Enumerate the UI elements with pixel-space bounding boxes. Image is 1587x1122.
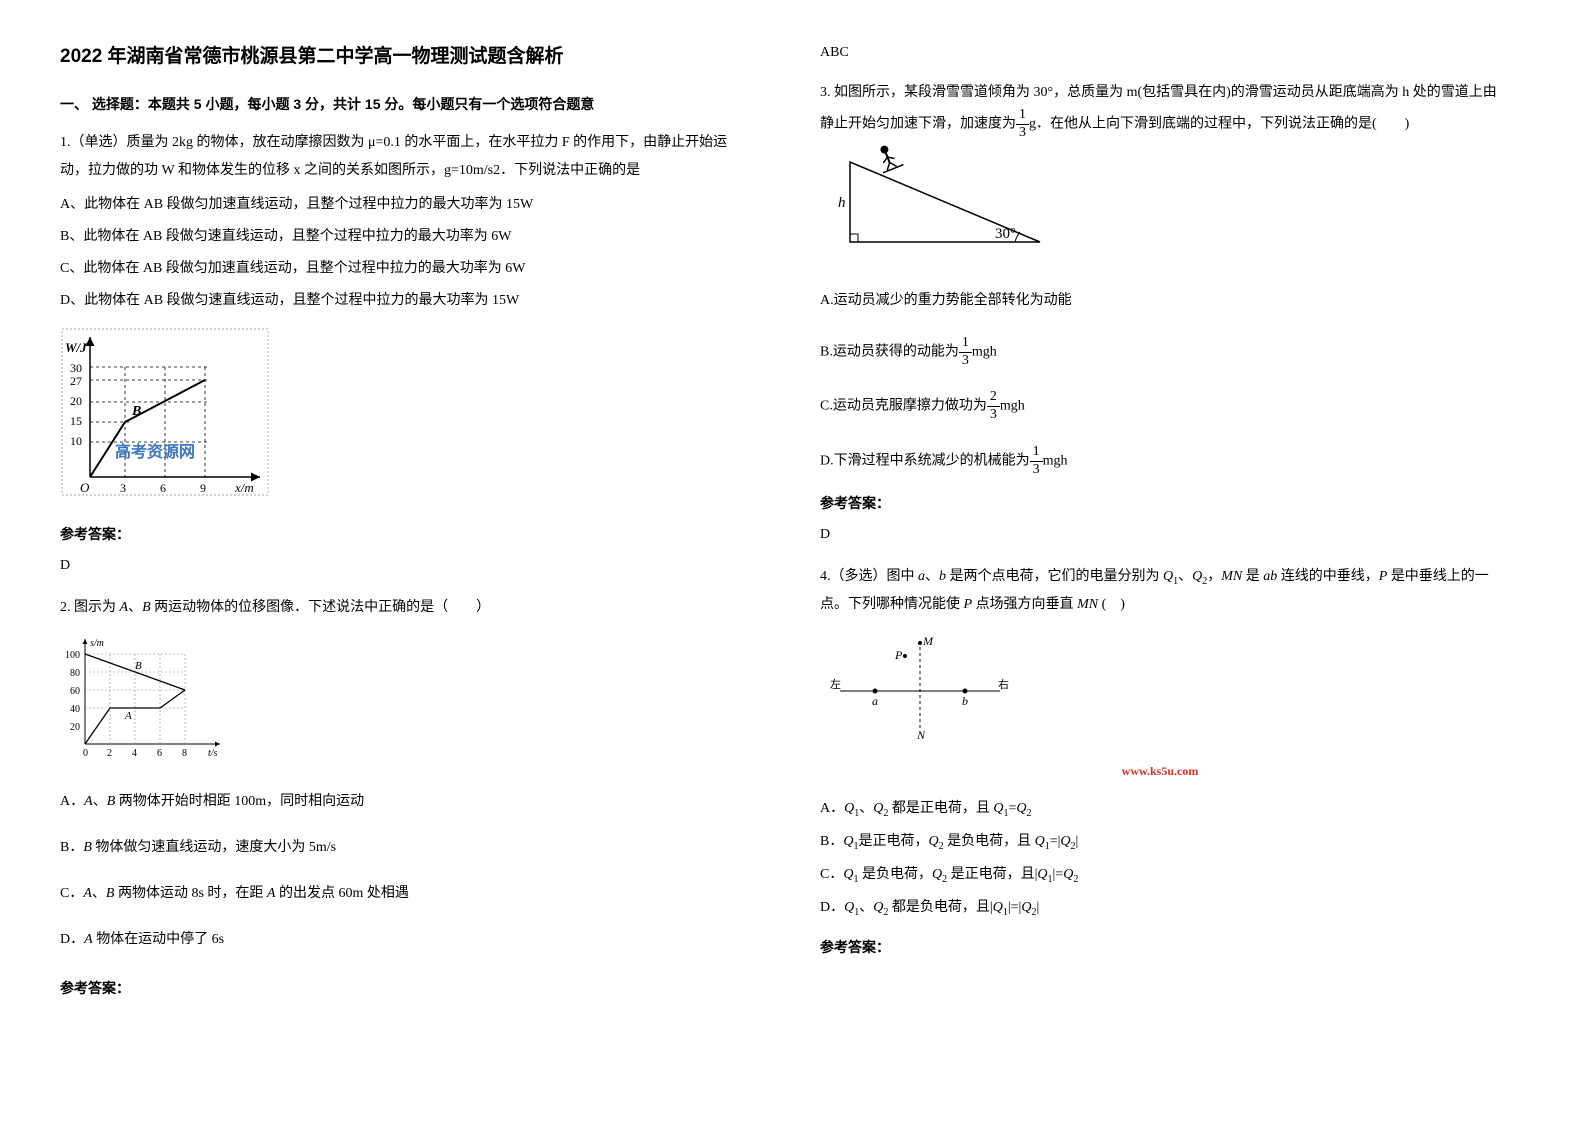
svg-text:30°: 30° [995, 226, 1016, 242]
svg-text:20: 20 [70, 394, 82, 408]
svg-text:P: P [894, 648, 903, 662]
q2-option-b: B．B 物体做匀速直线运动，速度大小为 5m/s [60, 834, 740, 862]
q1-chart-svg: W/J 30 27 20 15 10 3 6 9 x/m O [60, 327, 270, 497]
svg-text:3: 3 [120, 481, 126, 495]
q3-answer: D [820, 521, 1500, 549]
svg-text:b: b [962, 694, 968, 708]
q4-answer-label: 参考答案： [820, 933, 1500, 961]
svg-text:高考资源网: 高考资源网 [115, 442, 195, 461]
svg-text:t/s: t/s [208, 748, 218, 759]
q4-diagram: M N P a b 左 右 www.ks5u.com [820, 631, 1500, 783]
q2-chart-svg: s/m 100 80 60 40 20 0 2 4 6 8 t/s [60, 634, 230, 759]
q4-option-b: B．Q1是正电荷，Q2 是负电荷，且 Q1=|Q2| [820, 828, 1500, 857]
svg-text:s/m: s/m [90, 638, 104, 649]
svg-text:15: 15 [70, 414, 82, 428]
svg-text:a: a [872, 694, 878, 708]
svg-text:20: 20 [70, 722, 80, 733]
question-2: 2. 图示为 A、B 两运动物体的位移图像．下述说法中正确的是（ ） s/m 1… [60, 594, 740, 1002]
left-column: 2022 年湖南省常德市桃源县第二中学高一物理测试题含解析 一、 选择题：本题共… [60, 40, 740, 1082]
q2-answer: ABC [820, 40, 1500, 65]
svg-text:100: 100 [65, 650, 80, 661]
document-title: 2022 年湖南省常德市桃源县第二中学高一物理测试题含解析 [60, 40, 740, 74]
svg-text:80: 80 [70, 668, 80, 679]
q3-answer-label: 参考答案： [820, 489, 1500, 517]
svg-text:N: N [916, 728, 926, 742]
svg-text:h: h [838, 195, 846, 211]
q3-diagram: h 30° [830, 142, 1060, 273]
svg-text:6: 6 [160, 481, 166, 495]
q1-option-b: B、此物体在 AB 段做匀速直线运动，且整个过程中拉力的最大功率为 6W [60, 223, 740, 251]
q2-chart: s/m 100 80 60 40 20 0 2 4 6 8 t/s [60, 634, 740, 770]
svg-text:W/J: W/J [65, 340, 87, 355]
q1-text: 1.（单选）质量为 2kg 的物体，放在动摩擦因数为 μ=0.1 的水平面上，在… [60, 129, 740, 185]
q3-option-a: A.运动员减少的重力势能全部转化为动能 [820, 287, 1500, 315]
svg-text:6: 6 [157, 748, 162, 759]
svg-text:9: 9 [200, 481, 206, 495]
svg-text:8: 8 [182, 748, 187, 759]
q2-answer-label: 参考答案： [60, 974, 740, 1002]
svg-text:40: 40 [70, 704, 80, 715]
svg-text:左: 左 [830, 678, 841, 691]
svg-text:27: 27 [70, 374, 82, 388]
svg-text:10: 10 [70, 434, 82, 448]
q3-text: 3. 如图所示，某段滑雪雪道倾角为 30°，总质量为 m(包括雪具在内)的滑雪运… [820, 79, 1500, 273]
question-4: 4.（多选）图中 a、b 是两个点电荷，它们的电量分别为 Q1、Q2，MN 是 … [820, 563, 1500, 961]
q1-option-d: D、此物体在 AB 段做匀速直线运动，且整个过程中拉力的最大功率为 15W [60, 287, 740, 315]
right-column: ABC 3. 如图所示，某段滑雪雪道倾角为 30°，总质量为 m(包括雪具在内)… [820, 40, 1500, 1082]
q2-text: 2. 图示为 A、B 两运动物体的位移图像．下述说法中正确的是（ ） [60, 594, 740, 622]
svg-text:4: 4 [132, 748, 137, 759]
svg-text:右: 右 [998, 677, 1009, 691]
svg-text:0: 0 [83, 748, 88, 759]
svg-text:O: O [80, 480, 90, 495]
q4-option-a: A．Q1、Q2 都是正电荷，且 Q1=Q2 [820, 795, 1500, 824]
q4-text: 4.（多选）图中 a、b 是两个点电荷，它们的电量分别为 Q1、Q2，MN 是 … [820, 563, 1500, 620]
q1-answer: D [60, 552, 740, 580]
q4-watermark: www.ks5u.com [820, 759, 1500, 783]
q3-option-d: D.下滑过程中系统减少的机械能为13mgh [820, 444, 1500, 479]
svg-text:x/m: x/m [234, 480, 254, 495]
q1-option-a: A、此物体在 AB 段做匀加速直线运动，且整个过程中拉力的最大功率为 15W [60, 191, 740, 219]
q1-chart: W/J 30 27 20 15 10 3 6 9 x/m O [60, 327, 740, 508]
q4-option-d: D．Q1、Q2 都是负电荷，且|Q1|=|Q2| [820, 894, 1500, 923]
svg-text:M: M [922, 634, 934, 648]
svg-text:2: 2 [107, 748, 112, 759]
question-1: 1.（单选）质量为 2kg 的物体，放在动摩擦因数为 μ=0.1 的水平面上，在… [60, 129, 740, 580]
section-header: 一、 选择题：本题共 5 小题，每小题 3 分，共计 15 分。每小题只有一个选… [60, 92, 740, 117]
svg-text:A: A [124, 710, 132, 722]
svg-text:60: 60 [70, 686, 80, 697]
q2-option-a: A．A、B 两物体开始时相距 100m，同时相向运动 [60, 788, 740, 816]
q1-answer-label: 参考答案： [60, 520, 740, 548]
q2-option-c: C．A、B 两物体运动 8s 时，在距 A 的出发点 60m 处相遇 [60, 880, 740, 908]
svg-text:30: 30 [70, 361, 82, 375]
svg-text:B: B [131, 404, 141, 419]
q2-option-d: D．A 物体在运动中停了 6s [60, 926, 740, 954]
svg-text:B: B [135, 660, 142, 672]
q4-option-c: C．Q1 是负电荷，Q2 是正电荷，且|Q1|=Q2 [820, 861, 1500, 890]
q3-optionores: B.运动员获得的动能为13mgh [820, 335, 1500, 370]
q1-option-c: C、此物体在 AB 段做匀加速直线运动，且整个过程中拉力的最大功率为 6W [60, 255, 740, 283]
question-3: 3. 如图所示，某段滑雪雪道倾角为 30°，总质量为 m(包括雪具在内)的滑雪运… [820, 79, 1500, 548]
q3-option-c: C.运动员克服摩擦力做功为23mgh [820, 389, 1500, 424]
